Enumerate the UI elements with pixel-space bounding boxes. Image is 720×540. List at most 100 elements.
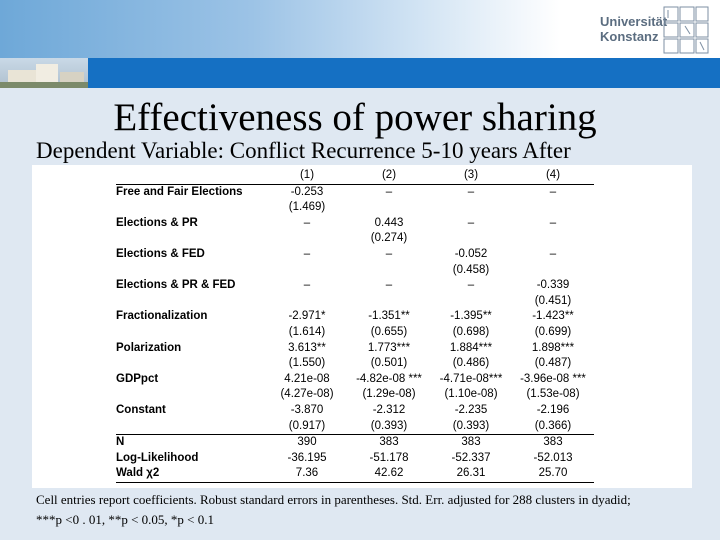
statistic-row: Log-Likelihood -36.195 -51.178 -52.337 -52.0… [116, 451, 594, 467]
coefficient-row: Free and Fair Elections -0.253 – – – [116, 184, 594, 200]
coefficient-cell: – [549, 185, 557, 198]
coefficient-row: Polarization 3.613** 1.773*** 1.884*** 1.898… [116, 341, 594, 357]
table-note-line2: ***p <0 . 01, **p < 0.05, *p < 0.1 [36, 512, 214, 527]
statistic-label: Wald χ2 [116, 466, 266, 483]
coefficient-cell: 0.443 [374, 216, 404, 229]
table-header-blank [116, 168, 266, 185]
coefficient-cell: -1.395** [450, 310, 492, 323]
std-error-cell: (0.451) [534, 294, 572, 307]
coefficient-cell: -1.351** [368, 310, 410, 323]
university-name-line1: Universität [600, 14, 668, 29]
coefficient-cell: – [549, 247, 557, 260]
coefficient-cell: -3.96e-08 *** [520, 372, 586, 385]
std-error-cell: (0.366) [534, 419, 572, 432]
statistic-cell: 7.36 [266, 466, 348, 483]
std-error-label-blank [116, 356, 266, 372]
std-error-cell: (1.10e-08) [444, 388, 498, 401]
university-name-line2: Konstanz [600, 29, 659, 44]
coefficient-cell: – [385, 185, 393, 198]
variable-label: Free and Fair Elections [116, 185, 243, 198]
slide-title-text: Effectiveness of power sharing [113, 96, 597, 139]
variable-label: Elections & PR & FED [116, 279, 236, 292]
coefficient-cell: – [303, 216, 311, 229]
coefficient-row: GDPpct 4.21e-08 -4.82e-08 *** -4.71e-08*** -… [116, 372, 594, 388]
std-error-label-blank [116, 387, 266, 403]
statistic-cell: -52.013 [533, 451, 573, 464]
variable-label: Constant [116, 403, 166, 416]
std-error-cell [430, 200, 512, 216]
coefficient-cell: -4.82e-08 *** [356, 372, 422, 385]
std-error-cell: (0.501) [370, 357, 408, 370]
column-header: (2) [348, 168, 430, 185]
coefficient-cell: -0.253 [290, 185, 324, 198]
std-error-cell: (0.487) [534, 357, 572, 370]
coefficient-cell: 1.898*** [531, 341, 575, 354]
statistic-row: N 390 383 383 383 [116, 434, 594, 451]
std-error-cell [266, 231, 348, 247]
std-error-cell [512, 263, 594, 279]
blue-band [0, 58, 720, 88]
photo-building-right [60, 72, 84, 82]
coefficient-row: Elections & FED – – -0.052 – [116, 247, 594, 263]
coefficient-cell: – [467, 216, 475, 229]
std-error-cell: (0.486) [452, 357, 490, 370]
statistic-cell: -51.178 [369, 451, 409, 464]
column-header: (4) [512, 168, 594, 185]
statistic-cell: 390 [266, 434, 348, 451]
std-error-cell: (4.27e-08) [280, 388, 334, 401]
coefficient-row: Elections & PR & FED – – – -0.339 [116, 278, 594, 294]
std-error-row: (1.469) [116, 200, 594, 216]
coefficient-cell: – [303, 247, 311, 260]
std-error-cell: (0.393) [452, 419, 490, 432]
std-error-cell: (1.53e-08) [526, 388, 580, 401]
statistic-row: Wald χ2 7.36 42.62 26.31 25.70 [116, 466, 594, 483]
std-error-cell: (0.655) [370, 325, 408, 338]
std-error-label-blank [116, 419, 266, 435]
std-error-row: (1.550) (0.501) (0.486) (0.487) [116, 356, 594, 372]
std-error-row: (0.451) [116, 294, 594, 310]
std-error-row: (1.614) (0.655) (0.698) (0.699) [116, 325, 594, 341]
column-header: (3) [430, 168, 512, 185]
photo-building-center [36, 64, 58, 82]
campus-photo [0, 58, 88, 88]
coefficient-cell: – [385, 279, 393, 292]
coefficient-cell: – [467, 185, 475, 198]
slide-subtitle: Dependent Variable: Conflict Recurrence … [36, 138, 571, 163]
slide-title: Effectiveness of power sharing [0, 96, 720, 140]
university-logo-icon [663, 6, 709, 54]
std-error-row: (4.27e-08) (1.29e-08) (1.10e-08) (1.53e-08) [116, 387, 594, 403]
std-error-cell [266, 294, 348, 310]
std-error-cell [430, 294, 512, 310]
std-error-cell [348, 263, 430, 279]
std-error-row: (0.274) [116, 231, 594, 247]
std-error-cell: (0.458) [452, 263, 490, 276]
table-header-row: (1) (2) (3) (4) [116, 168, 594, 185]
std-error-cell: (1.29e-08) [362, 388, 416, 401]
coefficient-row: Fractionalization -2.971* -1.351** -1.395**… [116, 309, 594, 325]
coefficient-cell: 4.21e-08 [284, 372, 330, 385]
coefficient-cell: -2.312 [372, 403, 406, 416]
coefficient-cell: -1.423** [532, 310, 574, 323]
coefficient-row: Constant -3.870 -2.312 -2.235 -2.196 [116, 403, 594, 419]
std-error-row: (0.458) [116, 263, 594, 279]
std-error-cell [512, 200, 594, 216]
coefficient-row: Elections & PR – 0.443 – – [116, 216, 594, 232]
statistic-cell: -36.195 [287, 451, 327, 464]
regression-table: (1) (2) (3) (4) Free and Fair Elections -0.25… [116, 168, 594, 483]
variable-label: Polarization [116, 341, 182, 354]
statistic-cell: 383 [348, 434, 430, 451]
regression-table-body: (1) (2) (3) (4) Free and Fair Elections -0.25… [116, 168, 594, 483]
statistic-cell: -52.337 [451, 451, 491, 464]
coefficient-cell: -3.870 [290, 403, 324, 416]
coefficient-cell: -0.052 [454, 247, 488, 260]
coefficient-cell: -4.71e-08*** [439, 372, 503, 385]
coefficient-cell: 1.773*** [367, 341, 411, 354]
coefficient-cell: -2.196 [536, 403, 570, 416]
statistic-cell: 383 [430, 434, 512, 451]
coefficient-cell: -2.971* [288, 310, 326, 323]
table-note-line1: Cell entries report coefficients. Robust… [36, 492, 631, 507]
table-note: Cell entries report coefficients. Robust… [36, 490, 706, 530]
statistic-cell: 26.31 [430, 466, 512, 483]
statistic-cell: 383 [512, 434, 594, 451]
std-error-cell: (0.393) [370, 419, 408, 432]
